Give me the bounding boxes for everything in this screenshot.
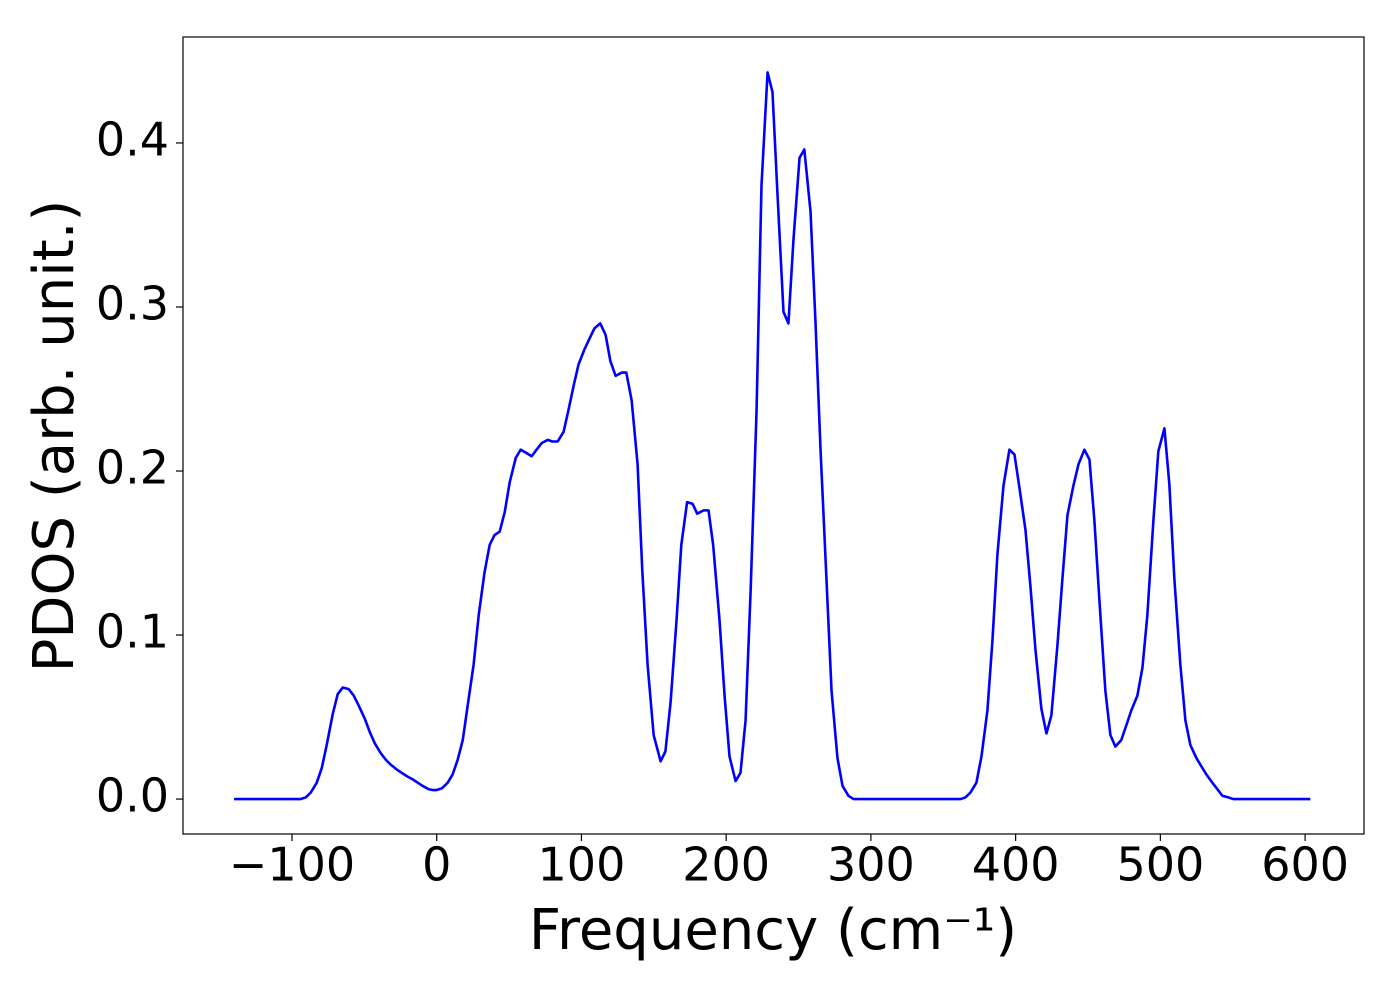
x-tick-label: 200 xyxy=(682,838,770,892)
y-tick-label: 0.1 xyxy=(96,605,169,659)
x-tick-label: 600 xyxy=(1261,838,1349,892)
y-tick-label: 0.3 xyxy=(96,276,169,330)
x-tick-label: 0 xyxy=(422,838,451,892)
y-tick-label: 0.4 xyxy=(96,112,169,166)
x-tick-label: 300 xyxy=(827,838,915,892)
x-tick-label: 500 xyxy=(1116,838,1204,892)
y-tick-label: 0.0 xyxy=(96,769,169,823)
x-axis-label: Frequency (cm⁻¹) xyxy=(529,898,1017,963)
x-tick-label: 400 xyxy=(972,838,1060,892)
y-tick-label: 0.2 xyxy=(96,441,169,495)
x-tick-label: 100 xyxy=(538,838,626,892)
pdos-line xyxy=(234,71,1311,801)
x-tick-label: −100 xyxy=(229,838,355,892)
plot-frame xyxy=(182,36,1365,835)
y-axis-label: PDOS (arb. unit.) xyxy=(22,200,87,673)
